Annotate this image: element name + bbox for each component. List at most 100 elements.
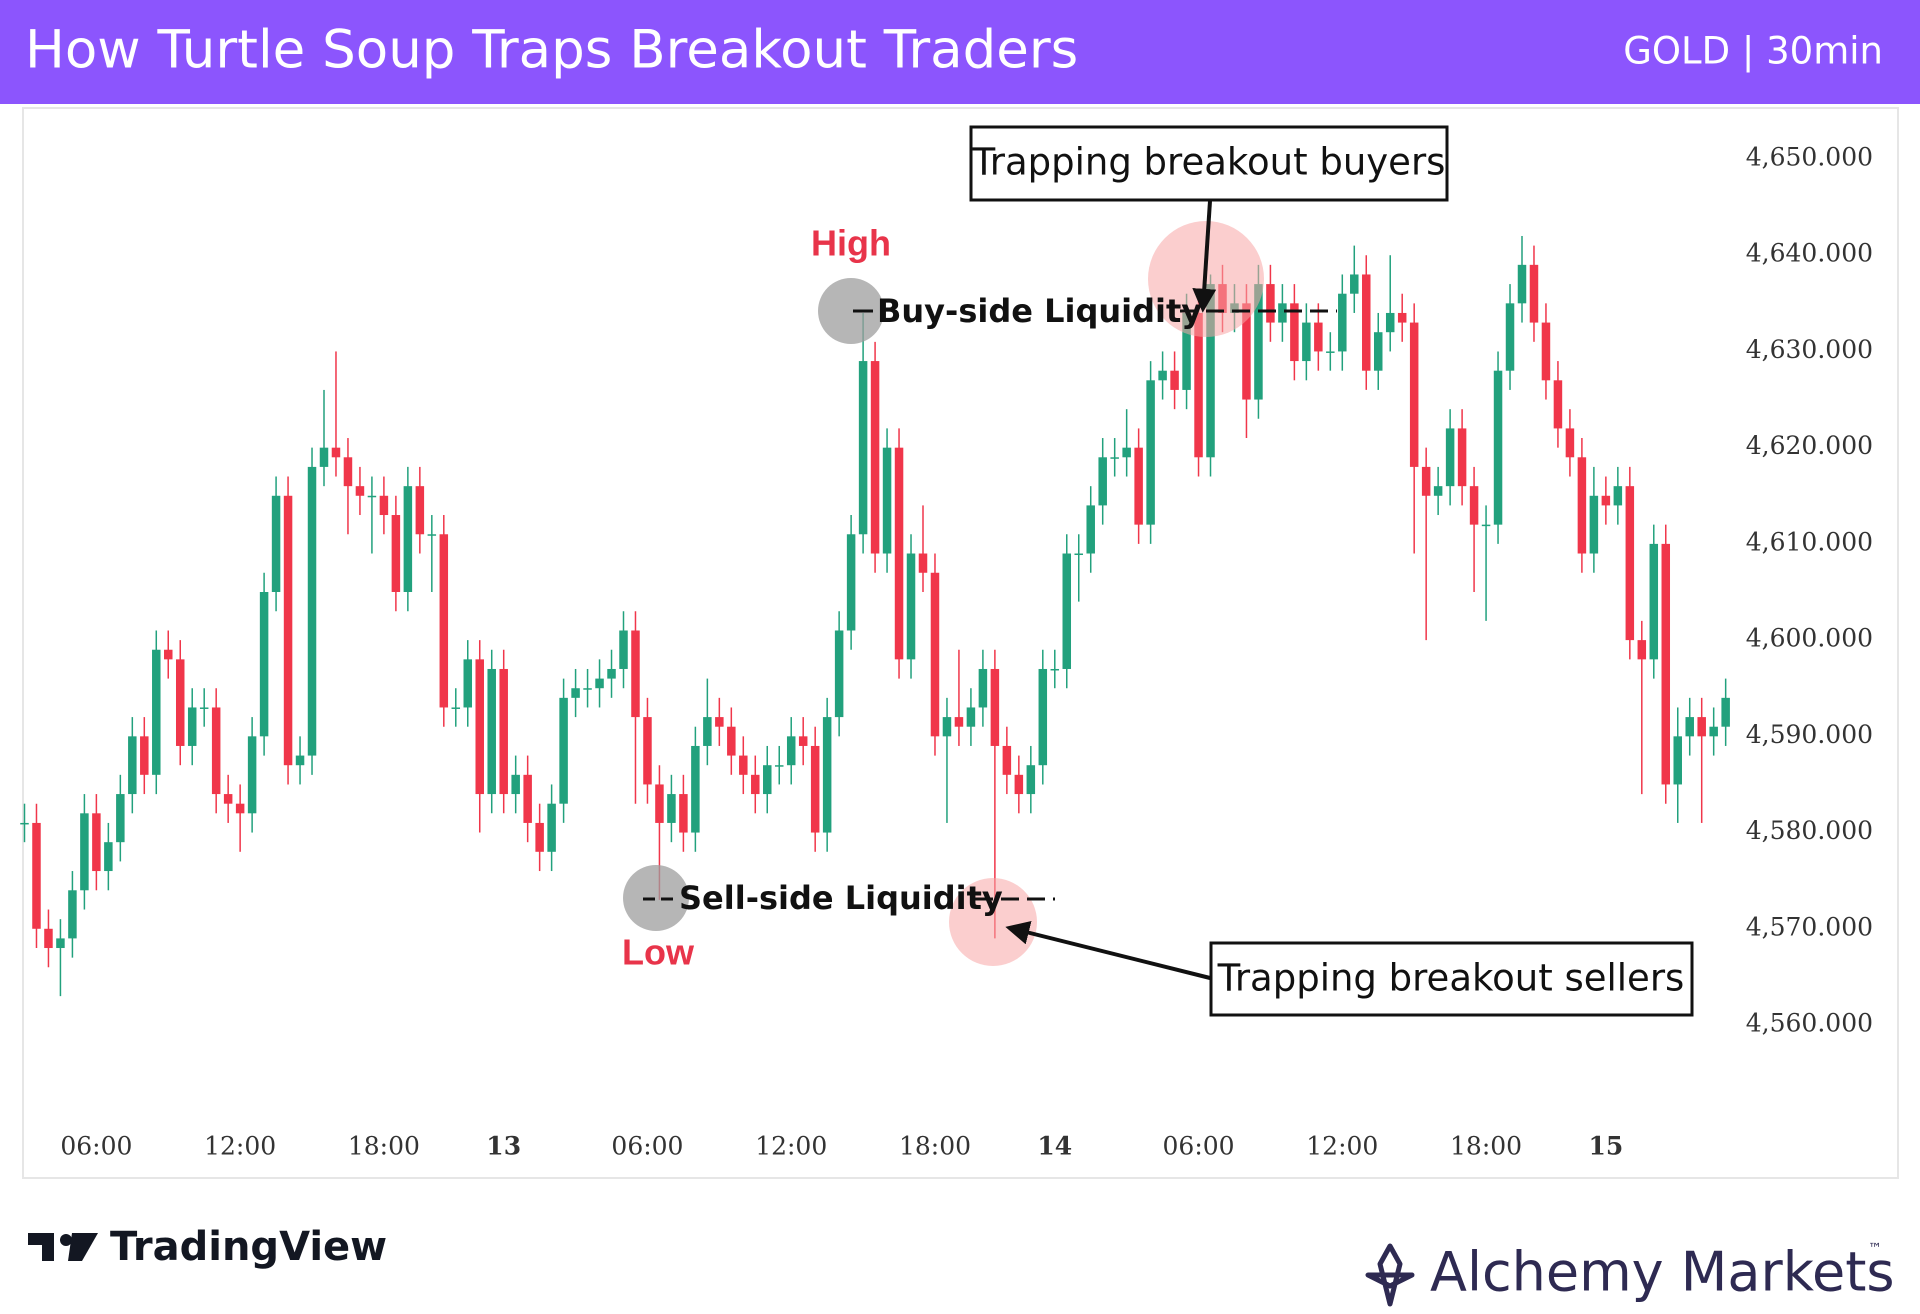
candle-body (1206, 284, 1215, 458)
candle-body (1397, 312, 1407, 323)
candle-body (1338, 293, 1347, 352)
candle-body (918, 553, 928, 573)
x-tick-label: 06:00 (1163, 1132, 1235, 1161)
candle-body (511, 774, 520, 795)
candle-body (1721, 697, 1730, 727)
x-tick-label: 06:00 (611, 1132, 683, 1161)
candle-body (307, 466, 317, 756)
low-label: Low (622, 932, 695, 973)
candle-body (1266, 284, 1275, 323)
candle-body (870, 361, 880, 554)
candle-body (1553, 380, 1563, 429)
candle-body (1505, 303, 1515, 371)
candle-body (56, 938, 65, 949)
candle-body (1709, 726, 1718, 737)
candle-body (774, 765, 784, 767)
candle-body (1254, 284, 1263, 400)
candle-body (1122, 447, 1131, 458)
candle-body (1529, 264, 1539, 323)
x-tick-label: 12:00 (1306, 1132, 1378, 1161)
candle-body (751, 774, 760, 795)
candle-body (211, 707, 221, 795)
candle-body (679, 794, 688, 833)
candle-body (499, 668, 508, 795)
candle-body (1469, 486, 1479, 525)
candle-body (439, 534, 449, 708)
candle-body (1457, 428, 1467, 487)
candle-body (1002, 745, 1012, 775)
candle-body (1014, 774, 1024, 795)
tradingview-text: TradingView (110, 1224, 387, 1270)
low-marker (623, 865, 689, 931)
callout-text: Trapping breakout sellers (1217, 957, 1685, 1000)
x-tick-label: 18:00 (348, 1132, 420, 1161)
candle-body (942, 717, 952, 737)
candle-body (1421, 466, 1431, 496)
candle-body (1110, 457, 1119, 459)
y-tick-label: 4,640.000 (1746, 239, 1873, 268)
candle-body (199, 707, 209, 709)
candle-body (1697, 717, 1706, 737)
alchemy-logo: Alchemy Markets ™ (1365, 1241, 1895, 1307)
candle-body (259, 592, 269, 737)
x-tick-label: 12:00 (755, 1132, 827, 1161)
candle-body (92, 813, 101, 872)
candle-body (631, 630, 640, 718)
candle-body (1517, 264, 1527, 304)
candle-body (283, 495, 293, 766)
candle-body (1565, 428, 1575, 458)
callout-box (969, 125, 1449, 202)
candle-body (391, 515, 401, 592)
candle-body (1170, 370, 1179, 390)
candle-body (547, 803, 556, 852)
candle-body (415, 486, 425, 535)
candle-body (1589, 495, 1599, 554)
callout-arrow (1005, 921, 1211, 980)
candle-body (990, 668, 1000, 746)
candle-body (846, 534, 856, 631)
candle-body (571, 688, 580, 698)
candle-body (667, 794, 676, 823)
y-tick-label: 4,590.000 (1746, 720, 1873, 749)
candle-body (1302, 322, 1311, 362)
candle-body (451, 707, 461, 709)
candle-body (607, 668, 616, 679)
candle-body (834, 630, 844, 718)
candle-body (1098, 457, 1107, 506)
x-tick-label: 06:00 (60, 1132, 132, 1161)
candle-body (1026, 765, 1036, 795)
candle-body (403, 486, 413, 592)
candle-body (1158, 370, 1167, 381)
chart-subtitle: GOLD | 30min (1623, 30, 1883, 73)
candle-body (463, 659, 473, 708)
candle-body (1373, 332, 1383, 371)
candle-body (487, 668, 496, 795)
candle-body (104, 842, 113, 872)
candle-body (1673, 736, 1682, 785)
alchemy-text: Alchemy Markets (1430, 1241, 1895, 1304)
candle-body (763, 765, 772, 795)
y-tick-label: 4,630.000 (1746, 335, 1873, 364)
y-tick-label: 4,610.000 (1746, 527, 1873, 556)
candle-body (810, 745, 820, 833)
candle-body (1194, 312, 1203, 458)
candle-body (1637, 640, 1647, 660)
candle-body (1613, 486, 1623, 506)
candle-body (175, 659, 185, 746)
candle-body (1493, 370, 1503, 525)
y-tick-label: 4,570.000 (1746, 912, 1873, 941)
callout-text: Trapping breakout buyers (972, 141, 1446, 184)
callout-box (1209, 941, 1694, 1017)
candle-body (271, 495, 281, 592)
candle-body (798, 736, 808, 746)
candle-body (1062, 553, 1072, 669)
candle-body (1541, 322, 1551, 381)
candle-body (140, 736, 149, 775)
sell-side-label: Sell-side Liquidity (679, 879, 1003, 917)
candle-body (343, 457, 353, 487)
candle-body (1409, 322, 1419, 467)
candle-body (978, 668, 988, 708)
x-tick-label: 12:00 (204, 1132, 276, 1161)
candle-body (247, 736, 257, 814)
